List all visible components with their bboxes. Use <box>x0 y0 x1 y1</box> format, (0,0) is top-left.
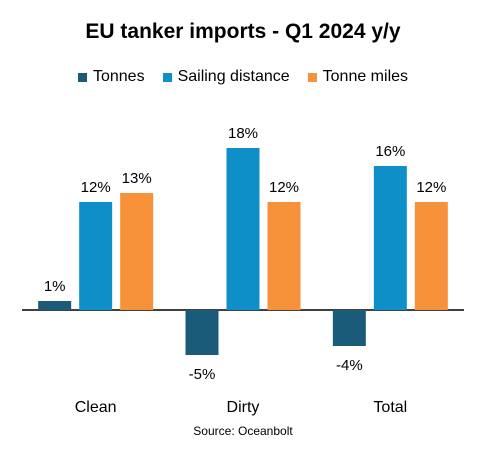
source-note: Source: Oceanbolt <box>193 424 293 438</box>
bar-total-0 <box>332 310 366 346</box>
data-label: 12% <box>416 179 446 196</box>
legend-swatch <box>77 72 87 82</box>
legend-label: Tonne miles <box>322 68 409 85</box>
bar-clean-2 <box>120 193 154 310</box>
legend-swatch <box>307 72 317 82</box>
legend-label: Sailing distance <box>177 68 290 85</box>
data-label: -4% <box>336 357 363 374</box>
bar-total-1 <box>373 166 407 310</box>
legend-item-0: Tonnes <box>77 68 145 86</box>
legend-label: Tonnes <box>92 68 145 85</box>
category-label: Clean <box>75 399 117 416</box>
category-label: Total <box>373 399 407 416</box>
data-label: 12% <box>81 179 111 196</box>
data-label: 16% <box>375 143 405 160</box>
legend-swatch <box>162 72 172 82</box>
legend-item-2: Tonne miles <box>307 68 409 86</box>
data-label: 13% <box>122 170 152 187</box>
data-label: 18% <box>228 125 258 142</box>
bar-total-2 <box>414 202 448 310</box>
legend-item-1: Sailing distance <box>162 68 290 86</box>
legend: Tonnes Sailing distance Tonne miles <box>0 68 486 86</box>
category-label: Dirty <box>227 399 260 416</box>
bar-clean-0 <box>38 301 72 310</box>
bar-clean-1 <box>79 202 113 310</box>
data-label: 12% <box>269 179 299 196</box>
bar-dirty-0 <box>185 310 219 355</box>
bar-dirty-2 <box>267 202 301 310</box>
data-label: 1% <box>44 278 66 295</box>
data-label: -5% <box>189 366 216 383</box>
chart-title: EU tanker imports - Q1 2024 y/y <box>85 20 401 43</box>
bar-dirty-1 <box>226 148 260 310</box>
